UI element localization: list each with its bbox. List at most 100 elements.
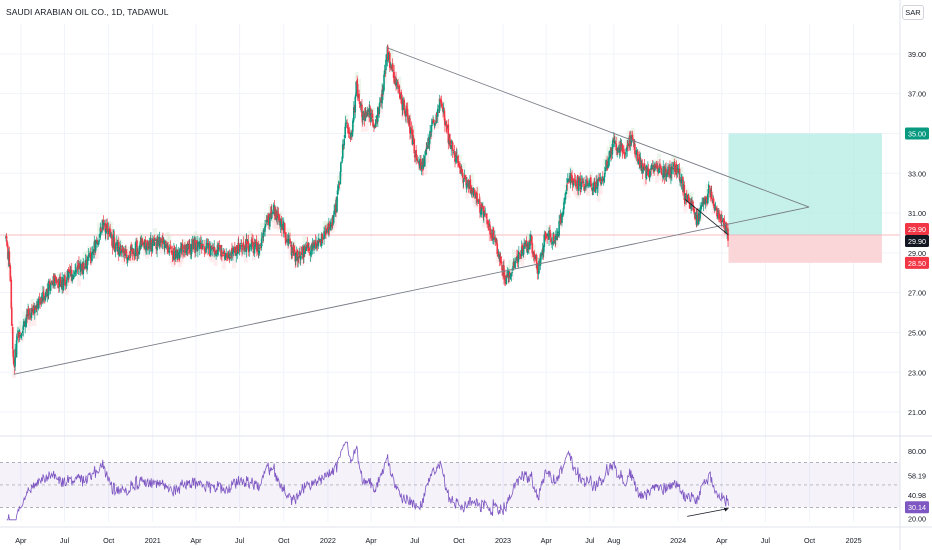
candle-body: [99, 233, 101, 238]
candle-body: [643, 164, 646, 167]
candle-body: [444, 118, 446, 126]
candle-body: [260, 238, 263, 247]
candle-body: [244, 245, 247, 251]
candle-body: [564, 193, 567, 199]
candle-body: [272, 204, 275, 211]
candle-body: [6, 240, 8, 246]
candle-body: [530, 236, 533, 244]
candle-body: [485, 215, 488, 219]
candle-body: [104, 229, 107, 235]
candle-body: [284, 238, 287, 240]
candle-body: [514, 262, 516, 268]
candle-body: [126, 254, 128, 260]
candle-body: [346, 124, 349, 129]
cloud-segment: [264, 212, 269, 227]
candle-body: [21, 330, 24, 334]
candle-body: [493, 238, 495, 241]
candle-body: [580, 181, 582, 190]
cloud-segment: [679, 166, 684, 181]
price-tick-label: 37.00: [908, 90, 926, 99]
candle-body: [349, 136, 352, 139]
cloud-segment: [66, 277, 71, 287]
candle-body: [53, 274, 55, 285]
cloud-segment: [572, 179, 577, 195]
candle-body: [181, 243, 184, 250]
candle-body: [495, 241, 498, 242]
candle-body: [527, 243, 530, 250]
candle-body: [645, 165, 648, 180]
candle-body: [80, 264, 83, 266]
candle-body: [603, 176, 606, 180]
candle-body: [194, 240, 196, 254]
cloud-segment: [68, 275, 73, 283]
candle-body: [430, 124, 433, 132]
candle-body: [714, 207, 716, 211]
candle-body: [46, 289, 49, 297]
candle-body: [522, 249, 525, 255]
candle-body: [56, 282, 59, 283]
candle-body: [111, 234, 113, 246]
candle-body: [326, 226, 329, 231]
candle-body: [343, 138, 346, 146]
candle-body: [458, 164, 461, 167]
candle-body: [190, 244, 193, 254]
cloud-segment: [209, 249, 214, 263]
time-tick-label: Apr: [541, 536, 553, 545]
candle-body: [307, 245, 310, 249]
cloud-segment: [32, 309, 37, 327]
candle-body: [280, 218, 283, 221]
candle-body: [101, 219, 104, 230]
currency-button[interactable]: SAR: [902, 5, 924, 20]
rsi-tick-label: 40.98: [908, 491, 926, 500]
candle-body: [556, 231, 559, 237]
candle-body: [84, 259, 87, 269]
candle-body: [341, 162, 343, 163]
rsi-tick-label: 58.19: [908, 472, 926, 481]
candle-body: [248, 245, 251, 252]
candle-body: [19, 335, 22, 337]
candle-body: [465, 176, 467, 186]
candle-body: [478, 199, 481, 202]
candle-body: [535, 255, 538, 269]
candle-body: [306, 243, 309, 247]
candle-body: [418, 161, 420, 165]
candle-body: [491, 233, 493, 241]
candle-body: [392, 69, 394, 72]
candle-body: [605, 159, 607, 170]
candle-body: [555, 234, 558, 236]
candle-body: [185, 254, 187, 256]
candle-body: [138, 245, 141, 255]
candle-body: [484, 213, 487, 215]
candle-body: [720, 216, 723, 222]
candle-body: [489, 233, 492, 235]
candle-body: [671, 166, 673, 175]
cloud-segment: [201, 247, 206, 255]
candle-body: [215, 250, 218, 254]
candle-body: [183, 250, 185, 253]
candle-body: [519, 254, 522, 256]
cloud-segment: [520, 249, 525, 266]
candle-body: [15, 340, 18, 358]
candle-body: [134, 242, 137, 257]
candle-body: [644, 166, 646, 169]
candle-body: [677, 169, 680, 174]
candle-body: [448, 137, 451, 142]
time-tick-label: Jul: [60, 536, 70, 545]
candle-body: [674, 172, 677, 175]
candle-body: [499, 256, 502, 264]
candle-body: [261, 235, 263, 239]
candle-body: [549, 233, 552, 238]
candle-body: [500, 261, 503, 264]
candle-body: [38, 298, 41, 301]
candle-body: [405, 108, 407, 117]
candle-body: [316, 242, 319, 246]
candle-body: [477, 201, 479, 203]
candle-body: [713, 204, 716, 211]
candle-body: [494, 236, 496, 239]
candle-body: [419, 158, 421, 169]
candle-body: [450, 141, 453, 144]
candle-body: [252, 251, 255, 253]
candle-body: [455, 152, 458, 158]
candle-body: [192, 238, 194, 250]
